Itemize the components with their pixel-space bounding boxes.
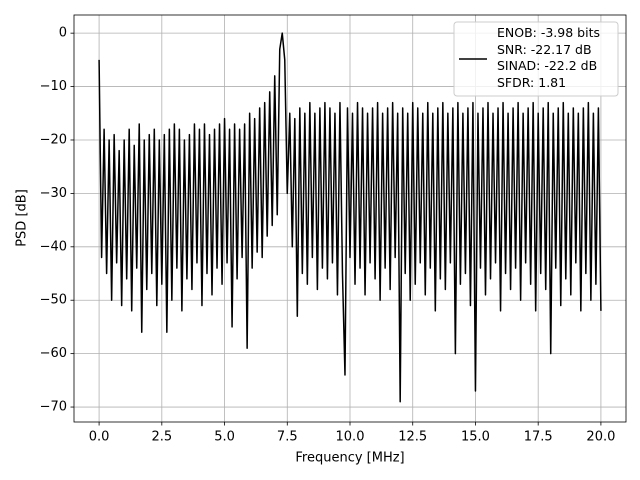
- x-tick-label: 0.0: [89, 430, 110, 445]
- legend-box: [453, 21, 619, 97]
- x-tick-label: 2.5: [151, 430, 172, 445]
- x-tick-label: 20.0: [586, 430, 615, 445]
- series-line: [98, 32, 602, 403]
- y-tick-label: −30: [40, 186, 67, 201]
- y-tick-label: −60: [40, 346, 67, 361]
- y-tick-label: 0: [59, 26, 67, 41]
- legend-label-box: ENOB: -3.98 bits SNR: -22.17 dB SINAD: -…: [497, 25, 600, 90]
- legend: ENOB: -3.98 bits SNR: -22.17 dB SINAD: -…: [453, 21, 619, 97]
- y-tick-label: −70: [40, 400, 67, 415]
- x-axis-label: Frequency [MHz]: [295, 451, 404, 466]
- x-tick-label: 10.0: [336, 430, 365, 445]
- axes-frame: [73, 14, 627, 423]
- y-axis-label: PSD [dB]: [15, 189, 30, 247]
- legend-label: ENOB: -3.98 bits SNR: -22.17 dB SINAD: -…: [497, 25, 600, 90]
- x-tick-label: 7.5: [277, 430, 298, 445]
- y-tick-label: −40: [40, 239, 67, 254]
- x-tick-label: 5.0: [214, 430, 235, 445]
- y-tick-label: −50: [40, 293, 67, 308]
- x-tick-label: 17.5: [524, 430, 553, 445]
- y-tick-label: −20: [40, 132, 67, 147]
- y-tick-label: −10: [40, 79, 67, 94]
- x-tick-label: 12.5: [398, 430, 427, 445]
- x-tick-label: 15.0: [461, 430, 490, 445]
